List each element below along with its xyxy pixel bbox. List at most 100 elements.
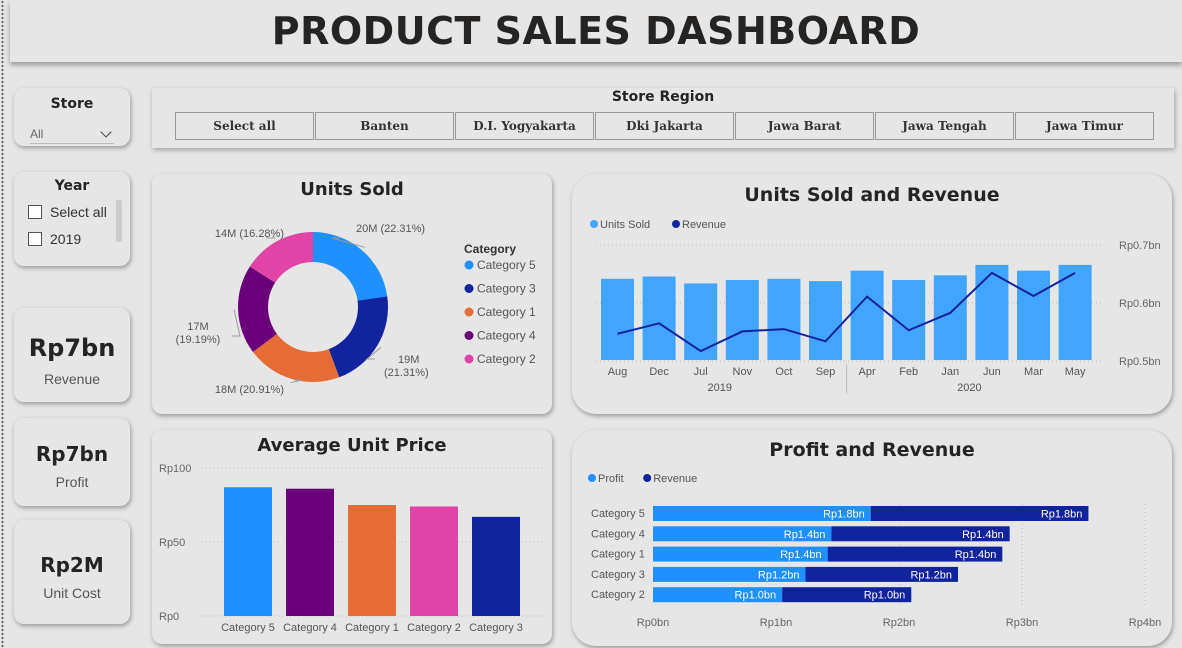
revenue-data-label: Rp1.2bn bbox=[910, 569, 952, 581]
profit-revenue-chart: Profit Revenue Rp0bn Rp1bn Rp2bn Rp3bn Rp4bn Ca… bbox=[588, 473, 1161, 629]
dashboard-header: PRODUCT SALES DASHBOARD bbox=[10, 0, 1182, 62]
units-sold-donut-card: Units Sold 20M (22.31%) 19M (21.31%) 18M (2… bbox=[152, 174, 552, 414]
units-sold-bar-jun[interactable] bbox=[975, 264, 1009, 360]
checkbox-icon[interactable] bbox=[28, 205, 42, 219]
combo-x-tick-label: Apr bbox=[859, 366, 876, 378]
legend-label-units-sold[interactable]: Units Sold bbox=[600, 219, 650, 231]
store-region-label: Store Region bbox=[611, 89, 715, 105]
legend-label-category-2[interactable]: Category 2 bbox=[477, 352, 536, 366]
region-button-dki-jakarta[interactable]: Dki Jakarta bbox=[595, 112, 734, 140]
store-slicer: Store All bbox=[14, 88, 130, 146]
store-dropdown[interactable]: All bbox=[30, 124, 114, 144]
profit-data-label: Rp1.4bn bbox=[780, 549, 822, 561]
donut-leader-line bbox=[365, 346, 382, 360]
units-sold-bar-dec[interactable] bbox=[642, 276, 676, 360]
avg-price-bar-category-2[interactable] bbox=[410, 506, 458, 616]
year-group-label: 2019 bbox=[708, 382, 732, 394]
profit-bar-category-2[interactable] bbox=[653, 587, 783, 603]
profit-data-label: Rp1.0bn bbox=[735, 590, 777, 602]
avg-price-bar-category-5[interactable] bbox=[224, 487, 272, 616]
revenue-data-label: Rp1.4bn bbox=[962, 529, 1004, 541]
revenue-bar-category-1[interactable] bbox=[827, 546, 1003, 562]
units-sold-bar-feb[interactable] bbox=[892, 279, 926, 360]
pr-x-tick-label: Rp0bn bbox=[637, 617, 669, 629]
combo-x-tick-label: Aug bbox=[608, 366, 628, 378]
combo-y-tick-right: Rp0.7bn bbox=[1119, 240, 1161, 252]
year-option-select-all[interactable]: Select all bbox=[28, 204, 107, 220]
legend-label-category-3[interactable]: Category 3 bbox=[477, 282, 536, 296]
donut-data-label: 14M (16.28%) bbox=[215, 228, 284, 240]
units-sold-donut-chart: 20M (22.31%) 19M(21.31%) 18M (20.91%) 17M(1… bbox=[176, 223, 536, 396]
legend-marker-category-2 bbox=[464, 354, 474, 364]
profit-bar-category-5[interactable] bbox=[653, 506, 871, 521]
pr-x-tick-label: Rp2bn bbox=[883, 617, 915, 629]
units-sold-bar-sep[interactable] bbox=[809, 281, 842, 360]
donut-slice-category-5[interactable] bbox=[313, 232, 388, 301]
region-button-select-all[interactable]: Select all bbox=[175, 112, 314, 140]
donut-slice-category-4[interactable] bbox=[238, 266, 277, 352]
legend-label-category-4[interactable]: Category 4 bbox=[477, 329, 536, 343]
combo-x-tick-label: Jul bbox=[694, 366, 708, 378]
combo-y-tick-right: Rp0.5bn bbox=[1119, 356, 1161, 368]
revenue-data-label: Rp1.0bn bbox=[864, 590, 906, 602]
units-sold-bar-may[interactable] bbox=[1058, 264, 1092, 360]
pr-y-tick-label: Category 4 bbox=[591, 528, 645, 540]
avg-x-tick-label: Category 2 bbox=[407, 622, 461, 634]
units-sold-bar-nov[interactable] bbox=[725, 279, 759, 360]
legend-label-profit[interactable]: Profit bbox=[598, 473, 624, 485]
legend-label-revenue[interactable]: Revenue bbox=[682, 219, 726, 231]
year-scrollbar[interactable] bbox=[116, 200, 122, 242]
legend-label-revenue[interactable]: Revenue bbox=[653, 473, 697, 485]
legend-marker-category-3 bbox=[464, 284, 474, 293]
profit-data-label: Rp1.2bn bbox=[758, 569, 800, 581]
units-revenue-title: Units Sold and Revenue bbox=[744, 184, 1000, 206]
avg-y-tick-label: Rp100 bbox=[159, 463, 191, 475]
pr-x-tick-label: Rp1bn bbox=[760, 617, 792, 629]
units-sold-bar-oct[interactable] bbox=[767, 278, 801, 360]
donut-slice-category-2[interactable] bbox=[249, 232, 313, 283]
profit-kpi-card: Rp7bn Profit bbox=[14, 418, 130, 506]
checkbox-icon[interactable] bbox=[28, 232, 42, 246]
avg-price-bar-category-1[interactable] bbox=[348, 505, 396, 616]
revenue-bar-category-4[interactable] bbox=[831, 526, 1010, 542]
region-button-jawa-tengah[interactable]: Jawa Tengah bbox=[875, 112, 1014, 140]
revenue-data-label: Rp1.8bn bbox=[1041, 509, 1083, 521]
revenue-bar-category-2[interactable] bbox=[782, 587, 912, 603]
region-button-jawa-barat[interactable]: Jawa Barat bbox=[735, 112, 874, 140]
legend-label-category-5[interactable]: Category 5 bbox=[477, 258, 536, 272]
revenue-kpi-card: Rp7bn Revenue bbox=[14, 308, 130, 402]
donut-legend-title: Category bbox=[464, 242, 516, 256]
avg-y-tick-label: Rp50 bbox=[159, 537, 185, 549]
units-sold-bar-apr[interactable] bbox=[850, 270, 884, 360]
revenue-bar-category-5[interactable] bbox=[870, 506, 1089, 521]
donut-slice-category-1[interactable] bbox=[252, 333, 340, 382]
pr-y-tick-label: Category 1 bbox=[591, 549, 645, 561]
revenue-bar-category-3[interactable] bbox=[805, 566, 959, 582]
profit-bar-category-3[interactable] bbox=[653, 566, 806, 582]
legend-marker-category-4 bbox=[464, 331, 474, 340]
legend-marker-revenue bbox=[672, 220, 680, 228]
profit-bar-category-4[interactable] bbox=[653, 526, 832, 542]
profit-bar-category-1[interactable] bbox=[653, 546, 828, 562]
unit-cost-kpi-card: Rp2M Unit Cost bbox=[14, 520, 130, 624]
year-option-2019[interactable]: 2019 bbox=[28, 231, 81, 247]
region-button-jawa-timur[interactable]: Jawa Timur bbox=[1015, 112, 1154, 140]
unit-cost-kpi-label: Unit Cost bbox=[43, 585, 101, 601]
units-revenue-combo-chart: Units Sold Revenue Rp0.7bn Rp0.6bn Rp0.5bn Au… bbox=[590, 219, 1161, 394]
donut-slice-category-3[interactable] bbox=[328, 296, 388, 378]
region-button-banten[interactable]: Banten bbox=[315, 112, 454, 140]
donut-data-label: 20M (22.31%) bbox=[356, 223, 425, 235]
unit-cost-kpi-value: Rp2M bbox=[40, 553, 104, 577]
legend-marker-revenue bbox=[643, 474, 652, 482]
profit-data-label: Rp1.8bn bbox=[823, 509, 865, 521]
legend-label-category-1[interactable]: Category 1 bbox=[477, 305, 536, 319]
avg-price-bar-category-3[interactable] bbox=[472, 516, 520, 616]
units-sold-bar-aug[interactable] bbox=[601, 278, 634, 360]
region-button-d-i-yogyakarta[interactable]: D.I. Yogyakarta bbox=[455, 112, 594, 140]
units-sold-bar-mar[interactable] bbox=[1017, 270, 1050, 360]
units-sold-bar-jul[interactable] bbox=[684, 283, 718, 360]
avg-unit-price-card: Average Unit Price Rp100 Rp50 Rp0 Category … bbox=[152, 430, 552, 644]
revenue-line[interactable] bbox=[617, 271, 1076, 353]
combo-x-tick-label: Feb bbox=[899, 366, 918, 378]
avg-price-bar-category-4[interactable] bbox=[286, 488, 334, 616]
